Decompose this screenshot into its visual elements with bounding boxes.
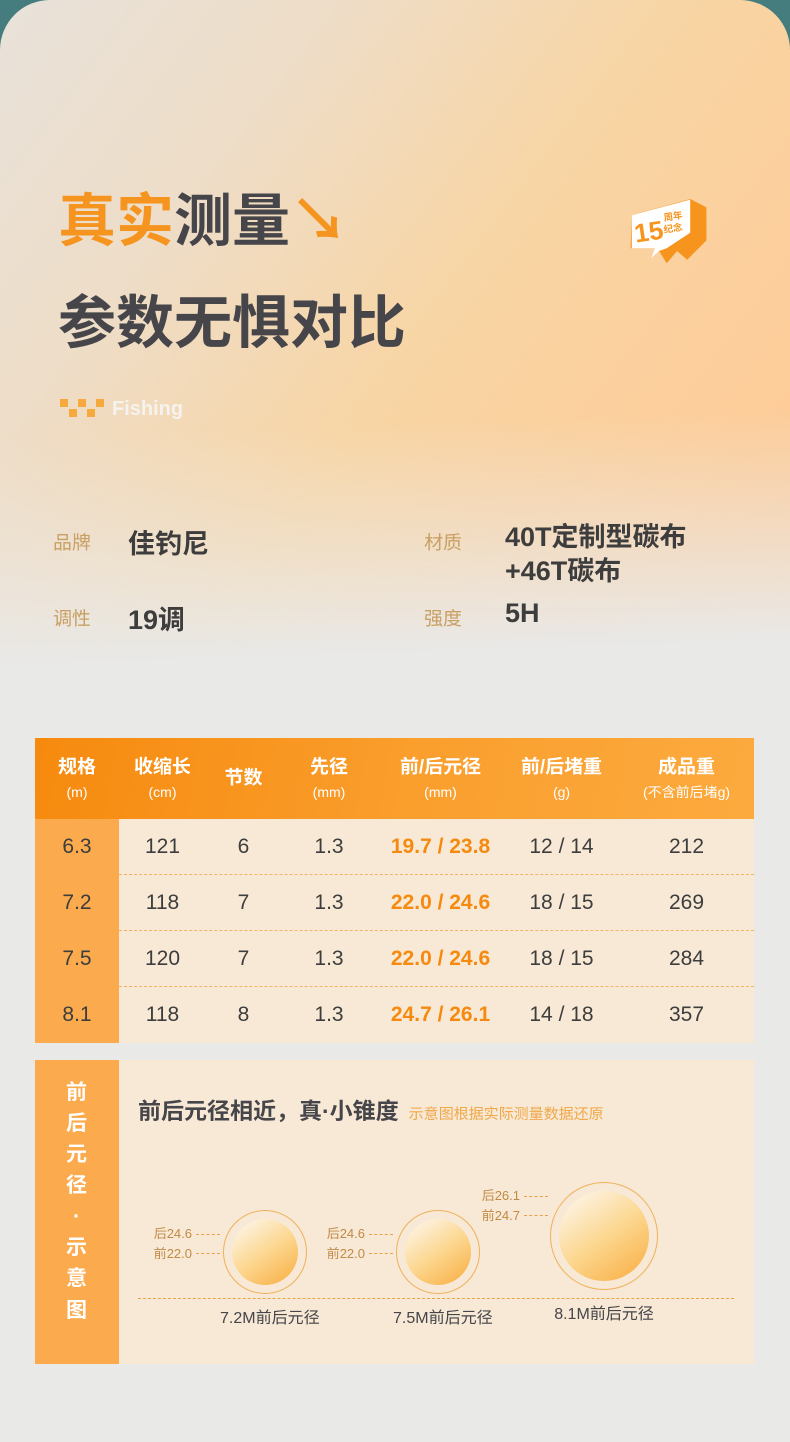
svg-text:15: 15	[632, 215, 665, 249]
svg-text:纪念: 纪念	[662, 219, 683, 236]
